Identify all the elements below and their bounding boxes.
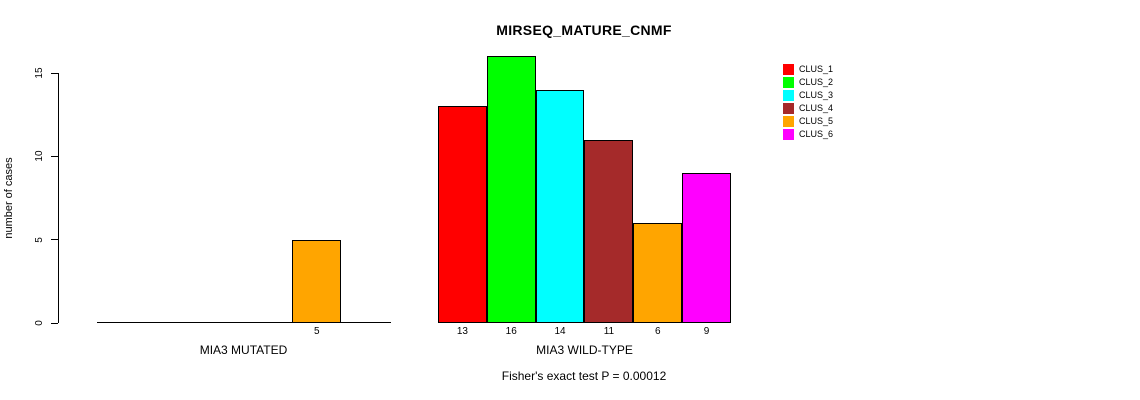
- footnote: Fisher's exact test P = 0.00012: [501, 369, 667, 383]
- legend-item: CLUS_2: [783, 76, 833, 89]
- zero-bar: [97, 322, 147, 323]
- y-tick: [51, 239, 58, 241]
- bar-value-label: 6: [654, 326, 661, 337]
- legend-item: CLUS_6: [783, 128, 833, 141]
- legend-label: CLUS_1: [799, 64, 834, 74]
- zero-bar: [341, 322, 391, 323]
- legend-label: CLUS_3: [799, 90, 834, 100]
- bar-clus_5: [633, 223, 683, 323]
- group-label: MIA3 WILD-TYPE: [536, 343, 633, 357]
- legend-item: CLUS_4: [783, 102, 833, 115]
- y-tick: [51, 72, 58, 74]
- legend: CLUS_1 CLUS_2 CLUS_3 CLUS_4 CLUS_5 CLUS_6: [783, 63, 833, 141]
- legend-swatch: [783, 103, 794, 114]
- legend-swatch: [783, 129, 794, 140]
- zero-bar: [243, 322, 294, 323]
- legend-label: CLUS_5: [799, 116, 834, 126]
- legend-item: CLUS_3: [783, 89, 833, 102]
- bar-value-label: 14: [554, 326, 566, 337]
- legend-swatch: [783, 116, 794, 127]
- group-label: MIA3 MUTATED: [199, 343, 288, 357]
- legend-label: CLUS_4: [799, 103, 834, 113]
- legend-label: CLUS_2: [799, 77, 834, 87]
- bar-value-label: 9: [703, 326, 710, 337]
- zero-bar: [145, 322, 196, 323]
- bar-clus_4: [584, 139, 634, 323]
- bar-value-label: 16: [505, 326, 517, 337]
- legend-swatch: [783, 64, 794, 75]
- legend-swatch: [783, 90, 794, 101]
- y-tick-label: 0: [34, 320, 45, 326]
- bar-clus_5: [292, 239, 342, 323]
- y-axis-line: [58, 73, 59, 323]
- legend-item: CLUS_1: [783, 63, 833, 76]
- y-tick-label: 15: [34, 67, 45, 79]
- bar-clus_1: [438, 106, 487, 323]
- legend-label: CLUS_6: [799, 129, 834, 139]
- y-tick: [51, 155, 58, 157]
- chart-title: MIRSEQ_MATURE_CNMF: [496, 22, 672, 38]
- bar-clus_6: [682, 173, 731, 323]
- zero-bar: [194, 322, 245, 323]
- legend-swatch: [783, 77, 794, 88]
- bar-clus_3: [535, 89, 585, 323]
- y-tick: [51, 322, 58, 324]
- bar-value-label: 11: [603, 326, 615, 337]
- y-tick-label: 5: [34, 236, 45, 243]
- bar-value-label: 5: [313, 326, 320, 337]
- y-axis-label: number of cases: [3, 157, 15, 239]
- bar-clus_2: [486, 56, 536, 323]
- bar-value-label: 13: [456, 326, 468, 337]
- y-tick-label: 10: [34, 150, 45, 162]
- legend-item: CLUS_5: [783, 115, 833, 128]
